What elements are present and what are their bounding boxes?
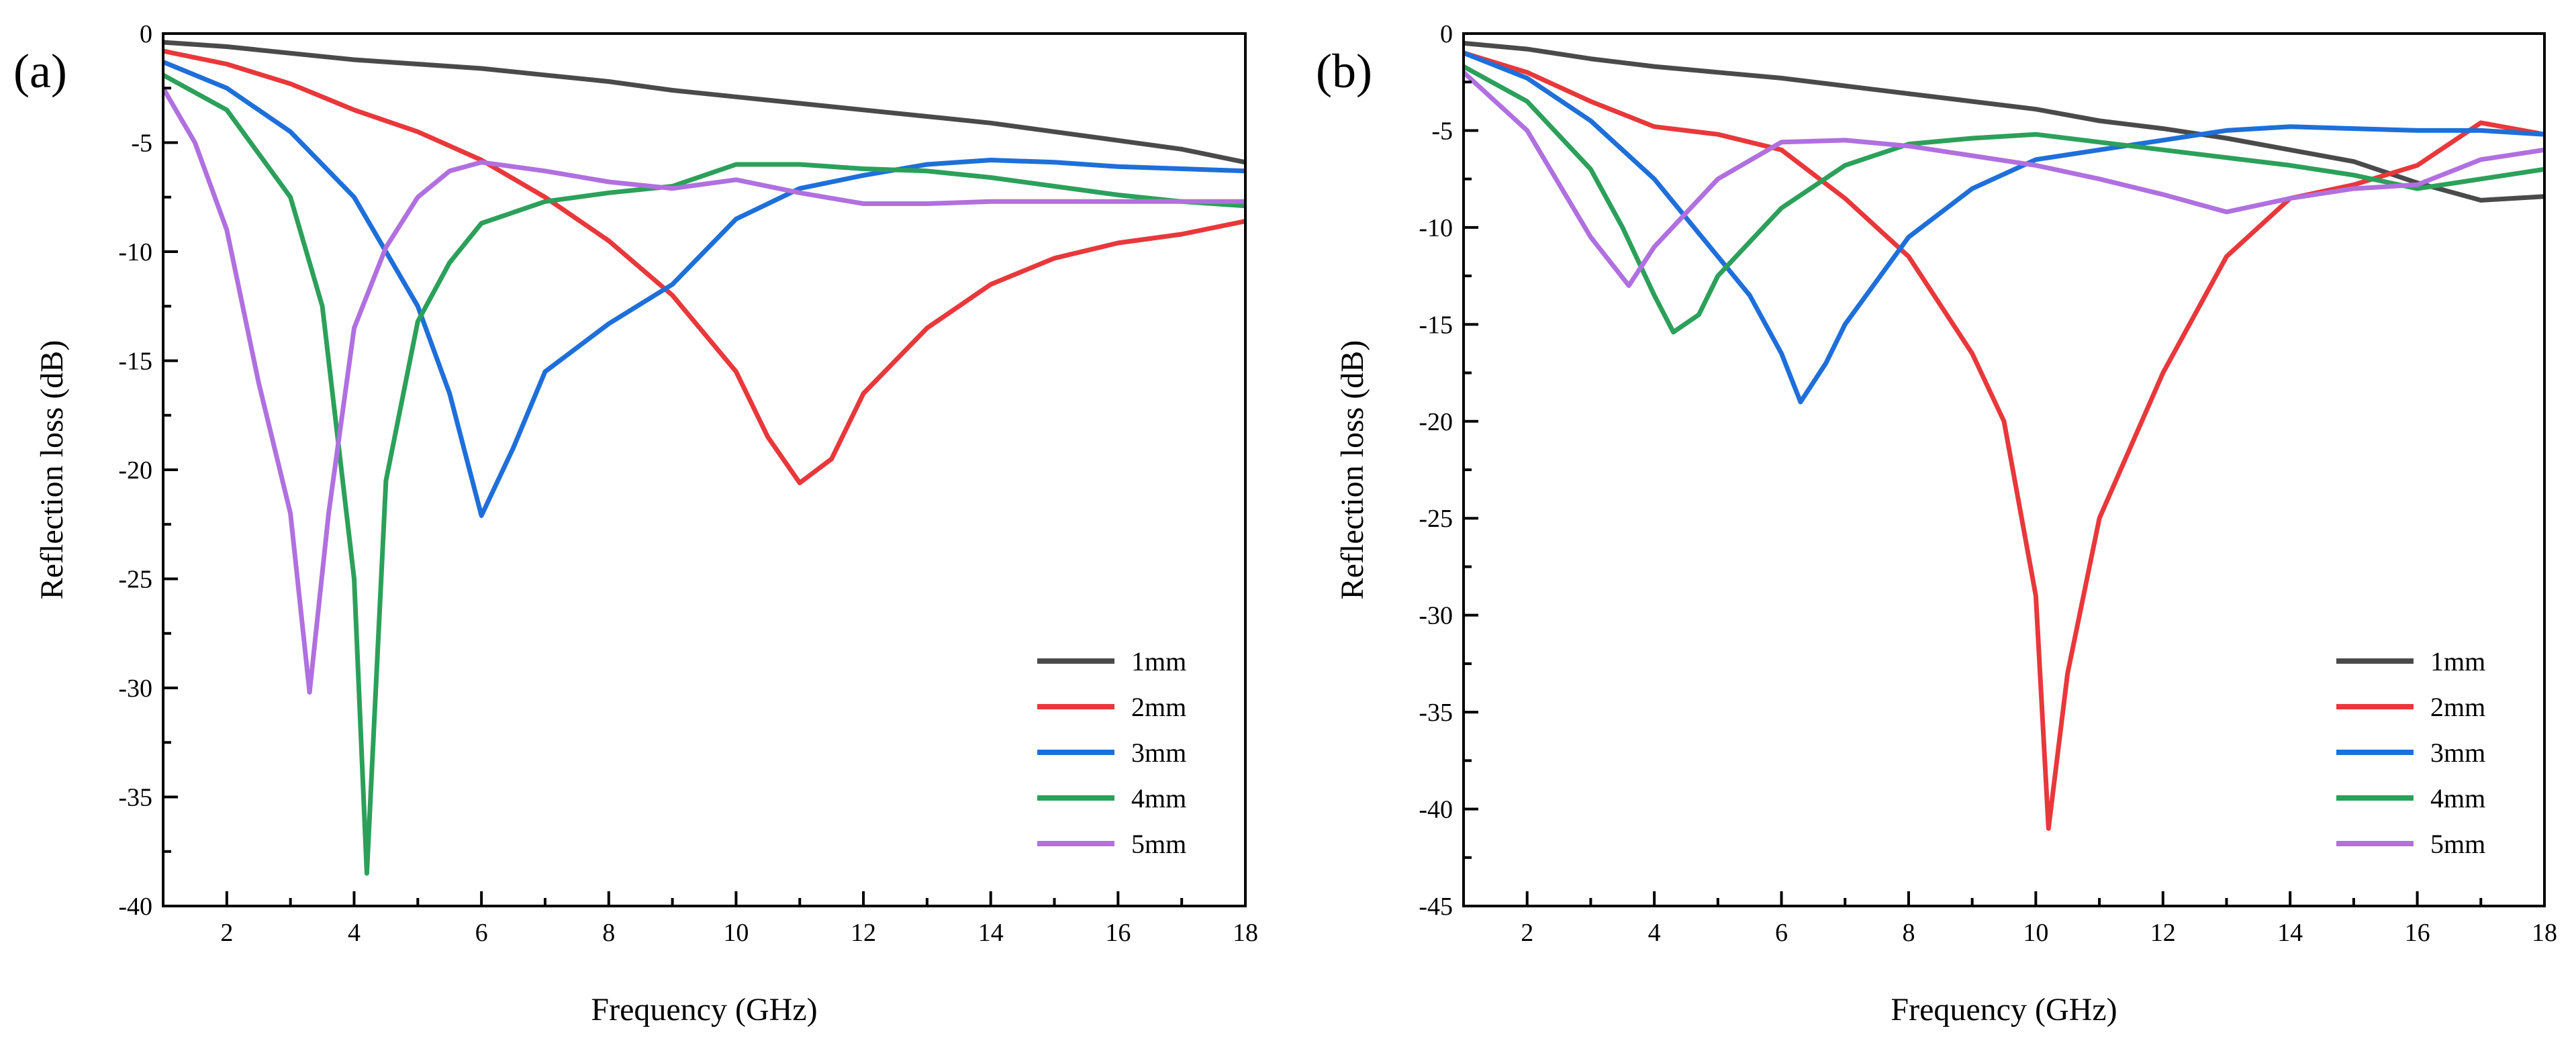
series-line-3mm: [163, 59, 1245, 518]
y-tick-label: -10: [118, 238, 152, 266]
x-tick-label: 14: [2277, 919, 2303, 947]
series-line-2mm: [163, 48, 1245, 485]
y-tick-label: 0: [140, 20, 152, 48]
x-tick-label: 14: [978, 919, 1004, 947]
y-tick-label: -45: [1419, 893, 1453, 921]
chart-panel-a: (a) 2 4 6 8 10 12 14 16 18 0 -5 -10 -15 -20 -25 -30 -35 -4…: [13, 20, 1258, 1027]
x-tick-label: 6: [475, 919, 488, 947]
x-tick-label: 12: [2150, 919, 2176, 947]
x-axis-title: Frequency (GHz): [591, 992, 817, 1027]
legend-label-4mm: 4mm: [2430, 783, 2485, 813]
x-tick-label: 16: [2405, 919, 2430, 947]
y-tick-label: -40: [118, 893, 152, 921]
series-line-2mm: [1464, 50, 2544, 831]
legend-label-5mm: 5mm: [2430, 829, 2485, 859]
x-tick-label: 2: [1521, 919, 1533, 947]
legend-label-1mm: 1mm: [2430, 646, 2485, 676]
y-tick-label: -35: [1419, 699, 1453, 727]
plot-frame: [1462, 32, 2546, 907]
x-axis-title: Frequency (GHz): [1891, 992, 2117, 1027]
y-tick-label: -30: [1419, 602, 1453, 630]
y-tick-label: -5: [1431, 117, 1453, 145]
legend-label-2mm: 2mm: [2430, 692, 2485, 722]
series-line-1mm: [163, 40, 1245, 165]
series-line-3mm: [1464, 50, 2544, 405]
y-tick-label: 0: [1440, 20, 1453, 48]
y-tick-label: -15: [118, 348, 152, 376]
y-tick-label: -40: [1419, 796, 1453, 824]
x-tick-label: 8: [1902, 919, 1915, 947]
panel-label: (b): [1316, 44, 1372, 98]
x-tick-label: 4: [348, 919, 361, 947]
legend-label-3mm: 3mm: [1131, 738, 1186, 768]
y-tick-label: -25: [1419, 505, 1453, 533]
legend-label-4mm: 4mm: [1131, 783, 1186, 813]
legend-label-2mm: 2mm: [1131, 692, 1186, 722]
x-tick-label: 8: [602, 919, 615, 947]
y-tick-label: -10: [1419, 214, 1453, 242]
x-tick-label: 4: [1648, 919, 1661, 947]
y-tick-label: -30: [118, 674, 152, 703]
x-tick-label: 10: [2023, 919, 2048, 947]
series-line-5mm: [1464, 70, 2544, 289]
series-line-1mm: [1464, 40, 2544, 203]
y-tick-label: -5: [131, 130, 152, 158]
y-tick-label: -25: [118, 566, 152, 594]
x-tick-label: 2: [220, 919, 233, 947]
y-tick-label: -35: [118, 784, 152, 812]
x-tick-label: 12: [851, 919, 876, 947]
legend: 1mm 2mm 3mm 4mm 5mm: [1037, 646, 1186, 859]
legend-label-1mm: 1mm: [1131, 646, 1186, 676]
x-tick-label: 16: [1105, 919, 1131, 947]
x-tick-label: 18: [2532, 919, 2557, 947]
y-tick-label: -20: [118, 456, 152, 485]
legend-label-3mm: 3mm: [2430, 738, 2485, 768]
chart-panel-b: (b) 2 4 6 8 10 12 14 16 18 0 -5 -10 -15 -20 -25 -30 -35 -4…: [1316, 20, 2557, 1027]
x-tick-label: 18: [1233, 919, 1258, 947]
y-tick-label: -15: [1419, 311, 1453, 339]
y-axis-title: Reflection loss (dB): [34, 340, 70, 600]
legend: 1mm 2mm 3mm 4mm 5mm: [2336, 646, 2485, 859]
y-axis-title: Reflection loss (dB): [1335, 340, 1370, 600]
series-line-5mm: [163, 85, 1245, 695]
panel-label: (a): [13, 44, 67, 98]
x-tick-label: 10: [723, 919, 749, 947]
x-tick-label: 6: [1775, 919, 1788, 947]
y-tick-label: -20: [1419, 408, 1453, 436]
legend-label-5mm: 5mm: [1131, 829, 1186, 859]
